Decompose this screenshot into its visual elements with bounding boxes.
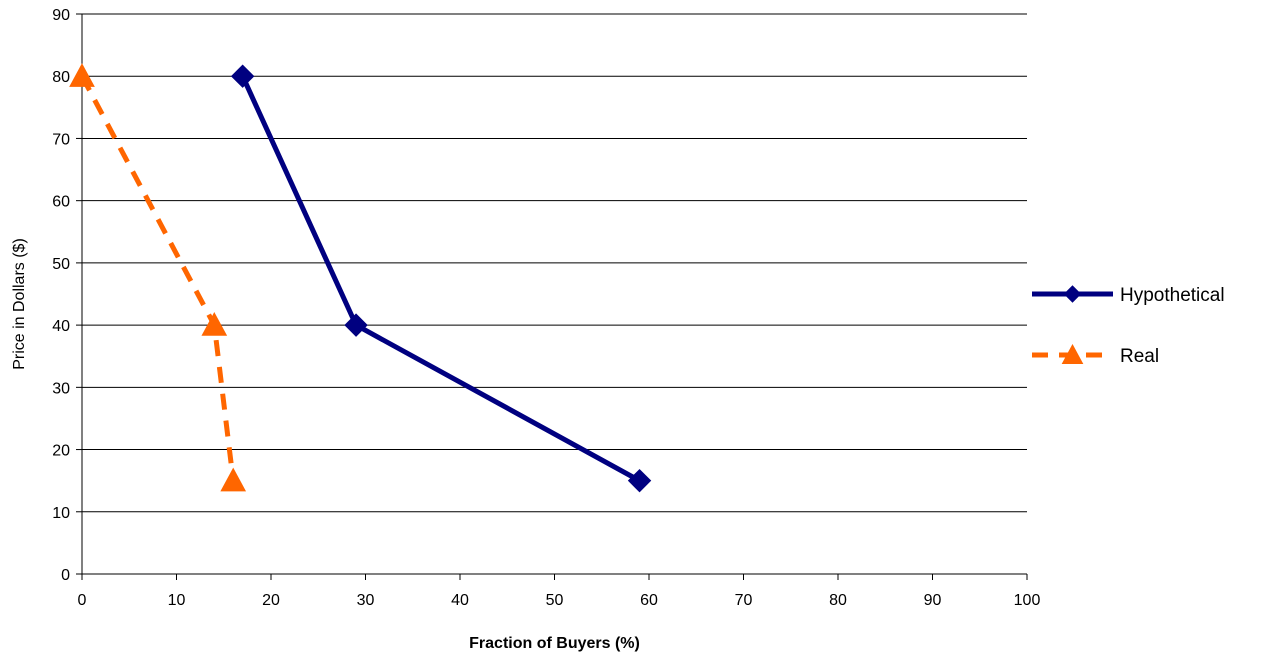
data-point-real <box>220 467 247 492</box>
y-tick-label: 10 <box>52 505 70 522</box>
legend-marker-hypothetical <box>1063 285 1082 303</box>
legend-label-real: Real <box>1120 346 1159 367</box>
x-tick-label: 100 <box>1014 592 1041 609</box>
legend-marker-real <box>1061 343 1084 364</box>
y-axis-title: Price in Dollars ($) <box>11 238 28 370</box>
x-tick-label: 10 <box>168 592 186 609</box>
x-tick-label: 80 <box>829 592 847 609</box>
y-tick-label: 60 <box>52 194 70 211</box>
data-point-hypothetical <box>627 468 652 493</box>
legend: Hypothetical Real <box>1032 285 1225 367</box>
gridlines <box>82 13 1027 513</box>
tick-labels: 0 10 20 30 40 50 60 70 80 90 0 10 20 30 40 50 60 70 80 90 10… <box>52 7 1040 609</box>
y-tick-label: 50 <box>52 256 70 273</box>
data-point-hypothetical <box>230 64 255 88</box>
series-line-real <box>79 75 236 481</box>
data-point-real <box>69 63 95 87</box>
legend-label-hypothetical: Hypothetical <box>1120 285 1225 306</box>
y-tick-label: 0 <box>61 567 70 584</box>
data-point-hypothetical <box>344 313 368 337</box>
y-tick-label: 90 <box>52 7 70 24</box>
y-tick-label: 30 <box>52 380 70 397</box>
series-line-hypothetical <box>240 75 641 483</box>
axes <box>76 13 1028 580</box>
x-axis-title: Fraction of Buyers (%) <box>469 635 640 652</box>
x-tick-label: 70 <box>735 592 753 609</box>
x-tick-label: 40 <box>451 592 469 609</box>
x-tick-label: 30 <box>357 592 375 609</box>
x-tick-label: 20 <box>262 592 280 609</box>
x-tick-label: 60 <box>640 592 658 609</box>
y-tick-label: 80 <box>52 69 70 86</box>
y-tick-label: 40 <box>52 318 70 335</box>
series <box>69 63 652 493</box>
y-tick-label: 20 <box>52 443 70 460</box>
y-tick-label: 70 <box>52 131 70 148</box>
x-tick-label: 0 <box>78 592 87 609</box>
x-tick-label: 90 <box>924 592 942 609</box>
x-tick-label: 50 <box>546 592 564 609</box>
data-point-real <box>201 312 228 336</box>
